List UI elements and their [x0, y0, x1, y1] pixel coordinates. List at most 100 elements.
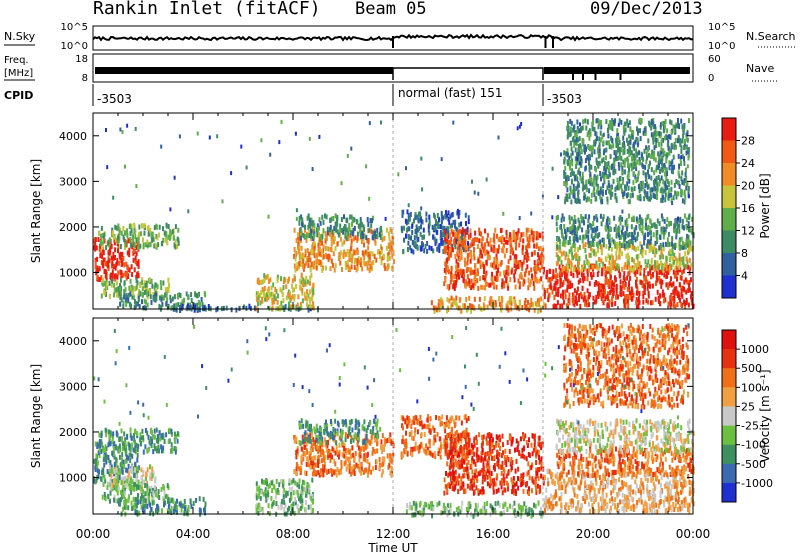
range-cell: [104, 427, 107, 433]
range-cell: [580, 294, 583, 300]
range-cell: [484, 250, 487, 256]
range-cell: [351, 221, 353, 227]
range-cell: [615, 255, 618, 261]
range-cell: [624, 231, 627, 237]
range-cell: [620, 243, 623, 249]
range-cell: [651, 223, 653, 229]
range-cell: [137, 493, 139, 498]
range-cell: [310, 233, 313, 239]
range-cell: [113, 282, 116, 288]
range-cell: [455, 237, 458, 243]
range-cell: [192, 302, 195, 308]
range-cell: [140, 492, 143, 498]
range-cell: [558, 244, 561, 250]
range-cell: [368, 257, 371, 263]
range-cell: [683, 279, 686, 285]
range-cell: [436, 246, 439, 252]
range-cell: [599, 284, 602, 290]
range-cell: [631, 240, 634, 246]
range-cell: [172, 508, 175, 514]
range-cell: [105, 291, 107, 297]
range-cell: [421, 187, 424, 192]
range-cell: [461, 227, 464, 233]
range-cell: [507, 271, 510, 277]
range-cell: [635, 216, 638, 222]
range-cell: [668, 220, 671, 226]
range-cell: [296, 490, 299, 495]
range-cell: [684, 172, 687, 178]
range-cell: [569, 189, 572, 195]
range-cell: [198, 496, 201, 502]
range-cell: [605, 257, 608, 262]
range-cell: [173, 243, 176, 249]
range-cell: [136, 447, 139, 452]
range-cell: [565, 182, 568, 188]
range-cell: [653, 222, 656, 228]
range-cell: [653, 170, 656, 176]
range-cell: [625, 121, 627, 127]
range-cell: [607, 224, 610, 230]
range-cell: [307, 215, 310, 220]
range-cell: [154, 282, 157, 288]
range-cell: [119, 290, 122, 296]
range-cell: [460, 255, 463, 261]
range-cell: [598, 136, 601, 142]
range-cell: [586, 268, 589, 274]
range-cell: [137, 297, 140, 303]
range-cell: [613, 240, 616, 246]
range-cell: [481, 236, 484, 242]
range-cell: [657, 295, 660, 301]
range-cell: [595, 157, 598, 163]
range-cell: [363, 255, 366, 261]
range-cell: [655, 167, 658, 173]
range-cell: [689, 246, 692, 252]
range-cell: [130, 228, 133, 234]
range-cell: [557, 292, 559, 297]
range-cell: [412, 249, 415, 255]
range-cell: [305, 234, 307, 240]
range-cell: [521, 305, 524, 310]
range-cell: [636, 142, 639, 148]
range-cell: [651, 187, 653, 193]
range-cell: [636, 195, 639, 200]
range-cell: [255, 291, 258, 297]
range-cell: [552, 274, 555, 280]
range-cell: [200, 297, 203, 302]
range-cell: [457, 249, 460, 255]
range-cell: [575, 252, 578, 258]
range-cell: [310, 250, 313, 255]
range-cell: [566, 265, 569, 271]
range-cell: [469, 243, 472, 249]
range-cell: [683, 181, 685, 186]
range-cell: [359, 222, 362, 228]
range-cell: [304, 224, 306, 230]
range-cell: [298, 220, 301, 226]
range-cell: [661, 216, 664, 222]
range-cell: [581, 186, 584, 192]
range-cell: [129, 427, 132, 433]
range-cell: [605, 162, 608, 167]
range-cell: [474, 230, 477, 236]
range-cell: [586, 288, 589, 294]
range-cell: [470, 303, 473, 309]
range-cell: [601, 199, 604, 204]
range-cell: [584, 234, 587, 240]
range-cell: [114, 224, 117, 230]
range-cell: [390, 228, 393, 234]
range-cell: [150, 278, 153, 284]
range-cell: [127, 297, 130, 303]
range-cell: [495, 253, 498, 259]
range-cell: [490, 302, 493, 308]
range-cell: [143, 305, 146, 311]
range-cell: [336, 241, 339, 247]
range-cell: [595, 294, 598, 300]
range-cell: [366, 238, 369, 243]
range-cell: [623, 169, 626, 175]
range-cell: [619, 175, 622, 181]
range-cell: [313, 264, 316, 270]
range-cell: [118, 454, 121, 460]
range-cell: [137, 479, 140, 485]
range-cell: [638, 214, 641, 220]
range-cell: [603, 292, 606, 298]
range-cell: [676, 191, 679, 197]
